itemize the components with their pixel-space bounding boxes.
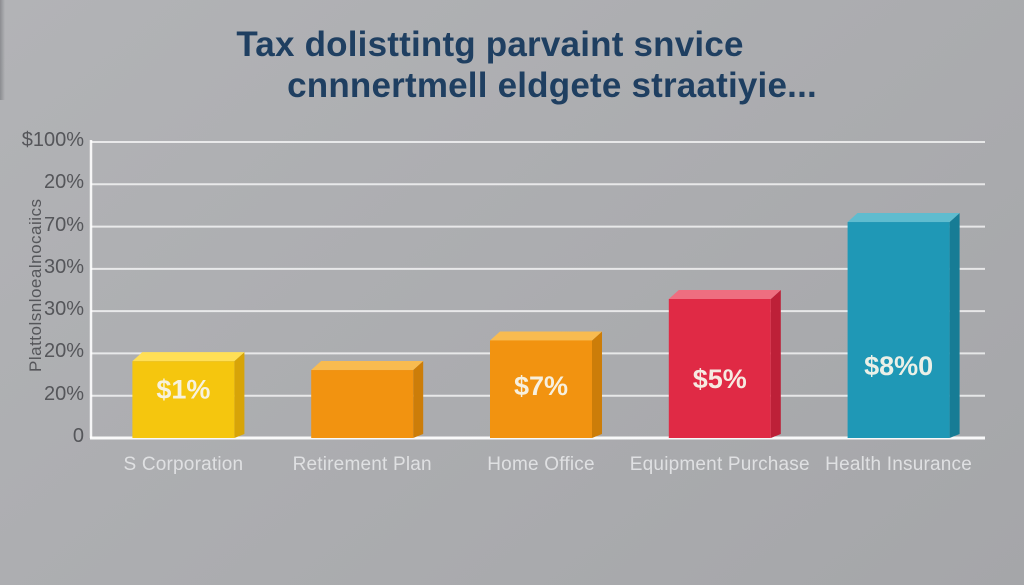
bar: [490, 340, 592, 438]
bar-value-label: $1%: [156, 374, 210, 404]
chart-title-line-1: Tax dolisttintg parvaint snvice: [236, 25, 744, 64]
bar-side-face: [413, 361, 424, 438]
y-tick-label: 70%: [43, 213, 84, 236]
x-category-label: Home Office: [487, 454, 595, 475]
bar-top-face: [668, 290, 781, 299]
bar: [132, 361, 235, 438]
bar-value-label: $5%: [693, 364, 747, 394]
y-tick-label: 20%: [43, 171, 84, 194]
chart-title: Tax dolisttintg parvaint snvice cnnnertm…: [0, 24, 1024, 107]
x-category-label: S Corporation: [123, 454, 244, 475]
bar-top-face: [490, 331, 602, 341]
y-tick-label: $100%: [21, 129, 84, 151]
bar: [668, 299, 771, 438]
bar-value-label: $7%: [514, 371, 568, 401]
chart-title-line-2: cnnnertmell eldgete straatiyie...: [287, 66, 817, 106]
x-axis-category-labels: S Corporation Retirement Plan Home Office E…: [0, 454, 1024, 482]
bar-top-face: [132, 352, 245, 362]
x-category-label: Equipment Purchase: [629, 454, 810, 475]
bar-value-label: $8%0: [864, 351, 933, 381]
x-category-label: Retirement Plan: [292, 454, 432, 475]
bar-side-face: [234, 352, 245, 438]
bar-side-face: [592, 331, 602, 438]
y-tick-label: 0: [72, 425, 84, 447]
y-tick-label: 30%: [43, 298, 84, 321]
y-tick-label: 20%: [43, 382, 84, 405]
bar-side-face: [949, 213, 960, 438]
y-tick-label: 30%: [43, 255, 84, 278]
x-category-label: Health Insurance: [825, 454, 973, 475]
left-edge-shadow: [0, 0, 5, 100]
bar: [311, 370, 414, 438]
y-tick-label: 20%: [43, 340, 84, 363]
bar-top-face: [847, 213, 960, 223]
bar: [847, 222, 950, 438]
y-axis-tick-labels: $100% 20% 70% 30% 30% 20% 20% 0: [0, 0, 84, 585]
bar-top-face: [311, 361, 424, 371]
bar-side-face: [770, 290, 781, 438]
